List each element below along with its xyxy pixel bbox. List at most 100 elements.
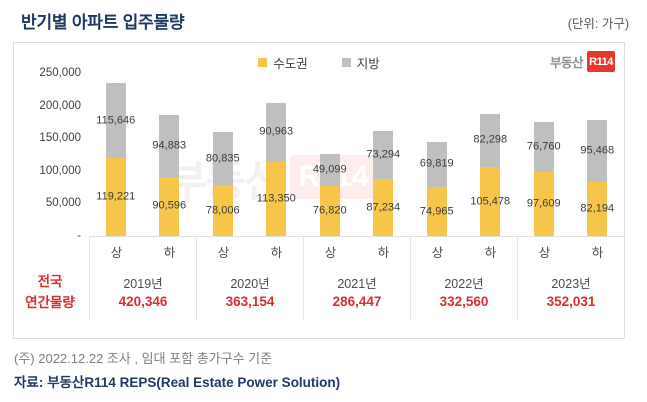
unit-label: (단위: 가구) bbox=[567, 17, 629, 31]
annual-total: 420,346 bbox=[118, 294, 168, 309]
bar-slot: 76,760 97,609 bbox=[517, 73, 571, 236]
half-label: 하 bbox=[163, 245, 176, 260]
segment-sudogwon bbox=[587, 182, 608, 236]
y-axis: 250,000 200,000 150,000 100,000 50,000 - bbox=[14, 43, 81, 242]
y-axis-tick: 150,000 bbox=[39, 132, 81, 145]
bar-groups: 115,646 119,221 94,883 90,596 80,835 78,006 90… bbox=[89, 73, 624, 236]
segment-sudogwon bbox=[319, 185, 340, 236]
stacked-bar bbox=[587, 120, 608, 236]
segment-sudogwon bbox=[159, 176, 180, 236]
chart-legend: 수도권 지방 bbox=[14, 53, 624, 72]
bar-slot: 90,963 113,350 bbox=[250, 73, 304, 236]
half-label: 하 bbox=[377, 245, 390, 260]
x-axis-group: 상 하 2023년 352,031 bbox=[517, 237, 624, 321]
half-label: 하 bbox=[591, 245, 604, 260]
annual-total: 286,447 bbox=[332, 294, 382, 309]
year-label: 2020년 bbox=[230, 277, 270, 291]
bar-value-label-sudogwon: 113,350 bbox=[256, 192, 296, 205]
legend-item-sudogwon: 수도권 bbox=[258, 53, 308, 72]
bar-value-label-jibang: 69,819 bbox=[419, 157, 454, 170]
bar-value-label-jibang: 90,963 bbox=[259, 125, 294, 138]
segment-jibang bbox=[373, 131, 394, 180]
half-label: 상 bbox=[431, 245, 444, 260]
bar-value-label-sudogwon: 90,596 bbox=[152, 199, 187, 212]
y-axis-tick: 250,000 bbox=[39, 67, 81, 79]
annual-total: 363,154 bbox=[225, 294, 275, 309]
segment-jibang bbox=[212, 132, 233, 186]
bar-value-label-sudogwon: 97,609 bbox=[526, 197, 561, 210]
segment-sudogwon bbox=[426, 187, 447, 236]
bar-group: 69,819 74,965 82,298 105,478 bbox=[410, 73, 517, 236]
segment-sudogwon bbox=[212, 185, 233, 236]
bar-value-label-sudogwon: 78,006 bbox=[205, 204, 240, 217]
legend-swatch-sudogwon bbox=[258, 58, 268, 67]
segment-jibang bbox=[426, 141, 447, 188]
half-label: 상 bbox=[324, 245, 337, 260]
segment-jibang bbox=[587, 120, 608, 183]
bar-value-label-jibang: 73,294 bbox=[366, 148, 401, 161]
bar-slot: 95,468 82,194 bbox=[571, 73, 625, 236]
segment-jibang bbox=[105, 82, 126, 159]
footnote: (주) 2022.12.22 조사 , 임대 포함 총가구수 기준 bbox=[14, 351, 273, 366]
half-label: 상 bbox=[110, 245, 123, 260]
bar-value-label-sudogwon: 119,221 bbox=[96, 190, 136, 203]
bar-value-label-jibang: 115,646 bbox=[96, 114, 136, 127]
bar-value-label-sudogwon: 74,965 bbox=[419, 205, 454, 218]
half-label: 상 bbox=[217, 245, 230, 260]
segment-sudogwon bbox=[373, 179, 394, 236]
bar-value-label-jibang: 82,298 bbox=[473, 133, 508, 146]
x-axis-group: 상 하 2019년 420,346 bbox=[89, 237, 196, 321]
bar-value-label-jibang: 80,835 bbox=[205, 152, 240, 165]
stacked-bar bbox=[533, 122, 554, 236]
bar-slot: 115,646 119,221 bbox=[89, 73, 143, 236]
x-axis-group: 상 하 2022년 332,560 bbox=[410, 237, 517, 321]
bar-slot: 80,835 78,006 bbox=[196, 73, 250, 236]
segment-sudogwon bbox=[266, 162, 287, 236]
bar-value-label-jibang: 49,099 bbox=[312, 163, 347, 176]
bar-group: 49,099 76,820 73,294 87,234 bbox=[303, 73, 410, 236]
brand-badge-r114: R114 bbox=[587, 51, 615, 72]
stacked-bar bbox=[480, 113, 501, 236]
bar-value-label-sudogwon: 105,478 bbox=[470, 195, 511, 208]
legend-swatch-jibang bbox=[341, 58, 351, 67]
segment-sudogwon bbox=[480, 167, 501, 236]
year-label: 2023년 bbox=[551, 277, 591, 291]
stacked-bar bbox=[105, 82, 126, 236]
stacked-bar bbox=[159, 115, 180, 236]
bar-slot: 94,883 90,596 bbox=[143, 73, 197, 236]
y-axis-tick: - bbox=[77, 230, 81, 242]
x-axis-group: 상 하 2020년 363,154 bbox=[196, 237, 303, 321]
stacked-bar bbox=[319, 153, 340, 236]
bar-slot: 49,099 76,820 bbox=[303, 73, 357, 236]
year-label: 2019년 bbox=[123, 277, 163, 291]
stacked-bar bbox=[426, 141, 447, 236]
x-axis-table: 상 하 2019년 420,346 상 하 2020년 363,154 상 하 2021년 286,4… bbox=[89, 236, 624, 321]
bar-slot: 73,294 87,234 bbox=[357, 73, 411, 236]
annual-row-label: 전국 연간물량 bbox=[14, 271, 86, 313]
segment-jibang bbox=[159, 115, 180, 177]
bar-slot: 69,819 74,965 bbox=[410, 73, 464, 236]
brand-logo: 부동산 R114 bbox=[550, 51, 615, 72]
stacked-bar bbox=[373, 131, 394, 236]
page-title: 반기별 아파트 입주물량 bbox=[21, 13, 185, 32]
bar-value-label-jibang: 94,883 bbox=[152, 139, 187, 152]
annual-total: 352,031 bbox=[546, 294, 596, 309]
segment-jibang bbox=[480, 113, 501, 168]
legend-label-sudogwon: 수도권 bbox=[273, 57, 308, 71]
y-axis-tick: 200,000 bbox=[39, 99, 81, 112]
half-label: 하 bbox=[484, 245, 497, 260]
segment-jibang bbox=[266, 102, 287, 163]
plot-area: 부동산 R114 115,646119,22194,88390,59680,83… bbox=[89, 73, 624, 236]
bar-value-label-sudogwon: 87,234 bbox=[366, 201, 401, 214]
brand-text: 부동산 bbox=[549, 56, 584, 70]
bar-group: 115,646 119,221 94,883 90,596 bbox=[89, 73, 196, 236]
y-axis-tick: 50,000 bbox=[45, 197, 81, 210]
bar-slot: 82,298 105,478 bbox=[464, 73, 518, 236]
stacked-bar bbox=[266, 102, 287, 236]
chart-panel: 수도권 지방 부동산 R114 250,000 200,000 150,000 100… bbox=[13, 42, 625, 339]
year-label: 2021년 bbox=[337, 277, 377, 291]
